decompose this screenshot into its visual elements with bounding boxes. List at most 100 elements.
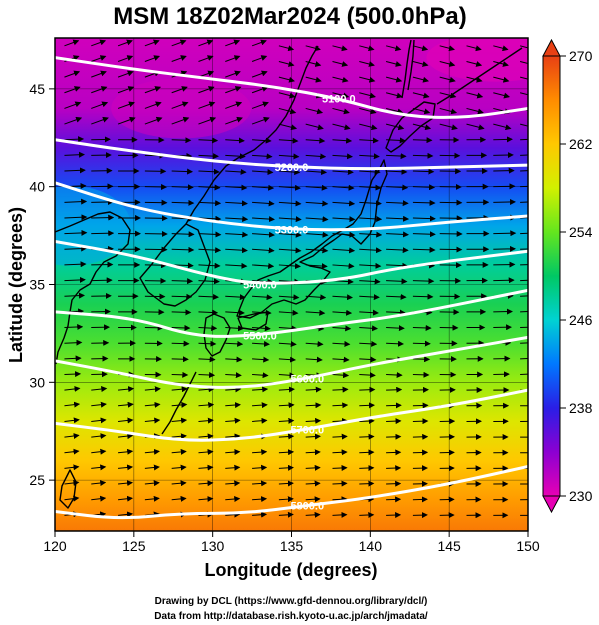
wind-arrow — [91, 70, 107, 78]
colorbar-body — [542, 55, 561, 497]
wind-arrow — [225, 372, 242, 379]
wind-arrow — [278, 464, 294, 471]
wind-arrow — [305, 294, 327, 301]
wind-arrow — [305, 464, 321, 471]
wind-arrow — [198, 433, 214, 440]
wind-arrow — [332, 137, 353, 144]
wind-arrow — [466, 123, 485, 131]
wind-arrow — [278, 294, 300, 301]
contour-line-5200.0 — [55, 138, 528, 171]
wind-arrow — [198, 39, 214, 47]
x-tick-label: 145 — [437, 538, 461, 554]
wind-arrow — [171, 433, 187, 440]
wind-arrow — [386, 168, 408, 175]
wind-vectors — [64, 39, 528, 519]
wind-arrow — [305, 386, 322, 393]
wind-arrow — [412, 123, 432, 131]
wind-arrow — [198, 293, 220, 300]
wind-arrow — [359, 386, 376, 393]
wind-arrow — [225, 153, 246, 160]
wind-arrow — [144, 448, 160, 455]
wind-arrow — [359, 184, 382, 191]
contour-label-5800.0: 5800.0 — [290, 501, 324, 513]
wind-arrow — [359, 215, 383, 222]
contour-label-5500.0: 5500.0 — [243, 330, 277, 342]
wind-arrow — [91, 86, 108, 94]
wind-arrow — [412, 371, 430, 378]
wind-arrow — [198, 55, 214, 62]
wind-arrow — [225, 294, 246, 301]
colorbar-tick-label: 262 — [569, 136, 593, 152]
wind-arrow — [225, 449, 241, 456]
wind-arrow — [332, 386, 349, 393]
x-axis: 120 125 130 135 140 145 150 — [43, 531, 540, 554]
wind-arrow — [198, 372, 216, 378]
wind-arrow — [278, 247, 302, 254]
wind-arrow — [386, 153, 407, 160]
wind-arrow — [251, 70, 268, 78]
wind-arrow — [359, 123, 378, 131]
wind-arrow — [144, 495, 160, 502]
wind-arrow — [91, 495, 107, 502]
wind-arrow — [386, 418, 402, 425]
wind-arrow — [305, 60, 322, 67]
wind-arrow — [225, 55, 241, 62]
wind-arrow — [412, 76, 429, 83]
wind-arrow — [520, 311, 528, 313]
wind-arrow — [251, 55, 268, 62]
wind-arrow — [332, 153, 354, 160]
wind-arrow — [332, 45, 348, 52]
wind-arrow — [493, 60, 509, 67]
wind-arrow — [91, 433, 107, 440]
contour-label-5300.0: 5300.0 — [275, 225, 309, 237]
contour-label-5100.0: 5100.0 — [322, 94, 356, 106]
wind-arrow — [171, 386, 188, 393]
wind-arrow — [520, 201, 528, 203]
wind-arrow — [252, 449, 268, 456]
wind-arrow — [305, 76, 322, 83]
wind-arrow — [171, 401, 188, 408]
wind-arrow — [198, 137, 219, 144]
wind-arrow — [252, 340, 270, 347]
wind-arrow — [171, 309, 192, 316]
x-tick-label: 130 — [201, 538, 225, 554]
wind-arrow — [225, 309, 245, 316]
wind-arrow — [252, 184, 275, 191]
wind-arrow — [385, 123, 405, 131]
wind-arrow — [117, 101, 135, 109]
wind-arrow — [359, 465, 375, 472]
wind-arrow — [225, 86, 242, 94]
wind-arrow — [171, 184, 194, 191]
wind-arrow — [386, 231, 410, 238]
wind-arrow — [171, 278, 194, 285]
wind-arrow — [359, 433, 375, 440]
wind-arrow — [64, 433, 80, 439]
wind-arrow — [252, 480, 268, 487]
wind-arrow — [64, 86, 81, 94]
wind-arrow — [359, 418, 375, 425]
contour-line-5400.0 — [55, 239, 528, 285]
wind-arrow — [251, 116, 270, 125]
wind-arrow — [278, 356, 297, 363]
wind-arrow — [305, 341, 324, 348]
colorbar-max-arrow — [542, 38, 561, 57]
wind-arrow — [64, 464, 80, 471]
wind-arrow — [359, 480, 375, 487]
wind-arrow — [386, 293, 407, 300]
wind-arrow — [278, 200, 302, 207]
x-tick-label: 120 — [43, 538, 67, 554]
wind-arrow — [305, 417, 322, 424]
wind-arrow — [225, 511, 241, 518]
wind-arrow — [385, 92, 403, 99]
wind-arrow — [359, 153, 380, 160]
y-axis: 25 30 35 40 45 — [29, 81, 55, 488]
wind-arrow — [466, 92, 484, 99]
wind-arrow — [386, 433, 402, 440]
contour-line-5600.0 — [55, 335, 528, 389]
wind-arrow — [91, 401, 107, 408]
wind-arrow — [359, 45, 375, 52]
wind-arrow — [278, 386, 295, 393]
wind-arrow — [64, 261, 87, 268]
wind-arrow — [225, 215, 249, 222]
wind-arrow — [493, 92, 510, 99]
